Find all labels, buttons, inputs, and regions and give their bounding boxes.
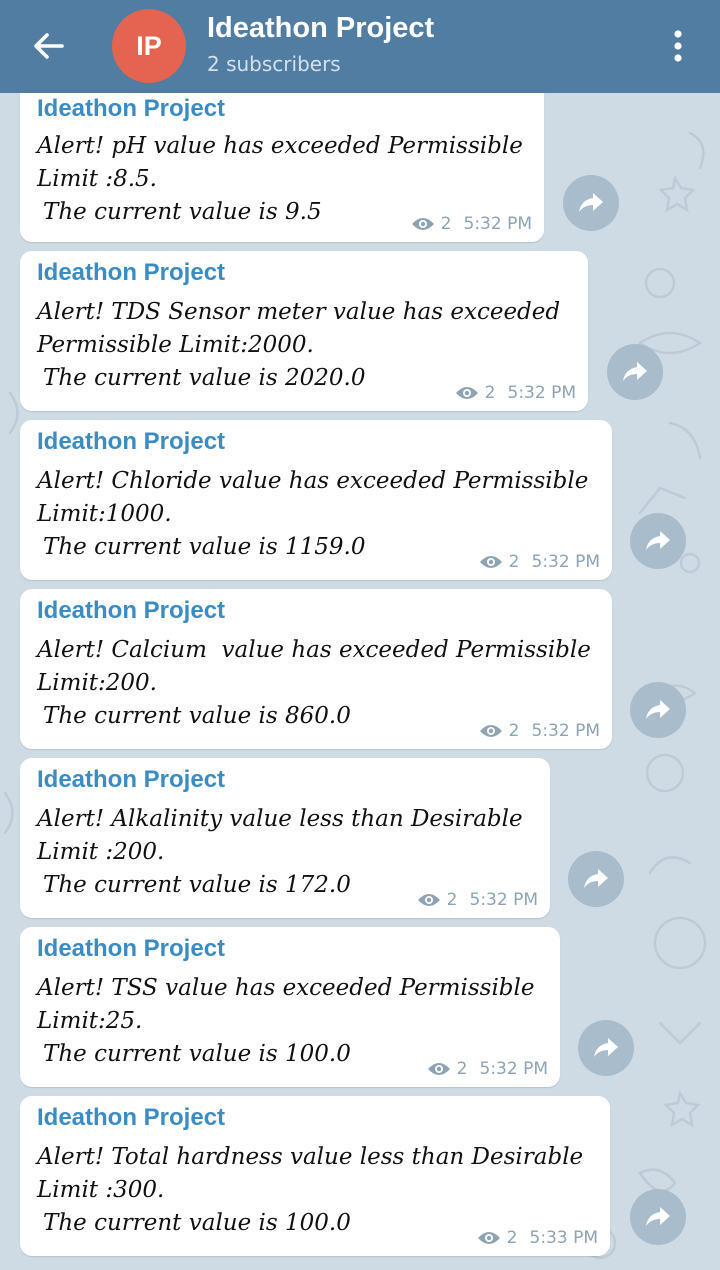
message-bubble[interactable]: Ideathon Project Alert! Chloride value h… [20, 420, 612, 580]
message-bubble[interactable]: Ideathon Project Alert! TDS Sensor meter… [20, 251, 588, 411]
share-arrow-icon [594, 1038, 618, 1057]
share-button[interactable] [607, 344, 663, 400]
view-count: 2 [456, 1059, 468, 1079]
message-text-line: Alert! Total hardness value less than De… [37, 1144, 584, 1170]
arrow-left-icon [34, 33, 64, 59]
message-sender[interactable]: Ideathon Project [37, 428, 226, 455]
view-count: 2 [508, 552, 520, 572]
message-meta: 2 5:32 PM [479, 721, 600, 741]
message-text-line: Limit:200. [37, 670, 157, 696]
share-button[interactable] [630, 1189, 686, 1245]
share-arrow-icon [646, 531, 670, 550]
message-time: 5:33 PM [529, 1228, 599, 1248]
share-arrow-icon [579, 193, 603, 212]
more-options-button[interactable] [656, 24, 700, 68]
message-bubble[interactable]: Ideathon Project Alert! TSS value has ex… [20, 927, 560, 1087]
message-text-line: Alert! pH value has exceeded Permissible [37, 133, 523, 159]
message-bubble[interactable]: Ideathon Project Alert! pH value has exc… [20, 93, 544, 242]
chat-background-pattern [3, 131, 707, 1260]
message-sender[interactable]: Ideathon Project [37, 766, 226, 793]
eye-icon [479, 556, 502, 568]
message-text-line: The current value is 100.0 [43, 1041, 351, 1067]
message-text-line: The current value is 9.5 [43, 199, 322, 225]
message-text-line: Limit:25. [37, 1008, 143, 1034]
message-meta: 2 5:32 PM [479, 552, 600, 572]
message-text-line: Alert! Chloride value has exceeded Permi… [37, 468, 589, 494]
eye-icon [479, 725, 502, 737]
share-arrow-icon [646, 700, 670, 719]
message-meta: 2 5:32 PM [427, 1059, 548, 1079]
message-text-line: The current value is 2020.0 [43, 365, 366, 391]
message-text-line: Limit :8.5. [37, 166, 157, 192]
message-time: 5:32 PM [507, 383, 577, 403]
view-count: 2 [508, 721, 520, 741]
eye-icon [455, 387, 478, 399]
message-sender[interactable]: Ideathon Project [37, 259, 226, 286]
share-button[interactable] [630, 682, 686, 738]
message-text-line: Limit:1000. [37, 501, 172, 527]
back-button[interactable] [22, 24, 74, 68]
message-text-line: Alert! Calcium value has exceeded Permis… [37, 637, 591, 663]
message-list[interactable]: Ideathon Project Alert! pH value has exc… [0, 93, 720, 1270]
share-arrow-icon [646, 1207, 670, 1226]
message-time: 5:32 PM [531, 721, 601, 741]
share-button[interactable] [578, 1020, 634, 1076]
view-count: 2 [506, 1228, 518, 1248]
message-time: 5:32 PM [531, 552, 601, 572]
share-button[interactable] [568, 851, 624, 907]
message-meta: 2 5:32 PM [417, 890, 538, 910]
share-button[interactable] [563, 175, 619, 231]
message-bubble[interactable]: Ideathon Project Alert! Alkalinity value… [20, 758, 550, 918]
message-bubble[interactable]: Ideathon Project Alert! Calcium value ha… [20, 589, 612, 749]
message-text-line: The current value is 172.0 [43, 872, 351, 898]
message-time: 5:32 PM [479, 1059, 549, 1079]
avatar[interactable]: IP [112, 9, 186, 83]
subscriber-count: 2 subscribers [207, 52, 341, 76]
message-sender[interactable]: Ideathon Project [37, 95, 226, 122]
message-text-line: Limit :300. [37, 1177, 165, 1203]
message-text-line: Limit :200. [37, 839, 165, 865]
view-count: 2 [446, 890, 458, 910]
share-button[interactable] [630, 513, 686, 569]
channel-title[interactable]: Ideathon Project [207, 12, 435, 44]
chat-header: IP Ideathon Project 2 subscribers [0, 0, 720, 93]
message-bubble[interactable]: Ideathon Project Alert! Total hardness v… [20, 1096, 610, 1256]
message-time: 5:32 PM [463, 214, 533, 234]
share-arrow-icon [584, 869, 608, 888]
eye-icon [411, 218, 434, 230]
message-text-line: Alert! TDS Sensor meter value has exceed… [37, 299, 561, 325]
view-count: 2 [484, 383, 496, 403]
message-sender[interactable]: Ideathon Project [37, 935, 226, 962]
message-meta: 2 5:32 PM [455, 383, 576, 403]
message-text-line: Alert! Alkalinity value less than Desira… [37, 806, 523, 832]
eye-icon [417, 894, 440, 906]
message-sender[interactable]: Ideathon Project [37, 1104, 226, 1131]
message-text-line: The current value is 860.0 [43, 703, 351, 729]
message-meta: 2 5:32 PM [411, 214, 532, 234]
view-count: 2 [440, 214, 452, 234]
eye-icon [477, 1232, 500, 1244]
message-time: 5:32 PM [469, 890, 539, 910]
message-sender[interactable]: Ideathon Project [37, 597, 226, 624]
message-text-line: Alert! TSS value has exceeded Permissibl… [37, 975, 535, 1001]
avatar-initials: IP [136, 30, 162, 61]
share-arrow-icon [623, 362, 647, 381]
message-meta: 2 5:33 PM [477, 1228, 598, 1248]
more-vertical-icon [674, 30, 682, 62]
eye-icon [427, 1063, 450, 1075]
message-text-line: The current value is 1159.0 [43, 534, 366, 560]
message-text-line: The current value is 100.0 [43, 1210, 351, 1236]
message-text-line: Permissible Limit:2000. [37, 332, 314, 358]
